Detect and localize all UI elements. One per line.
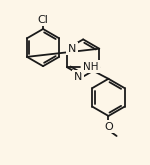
Text: NH: NH	[83, 62, 98, 71]
Text: N: N	[74, 72, 82, 82]
Text: Cl: Cl	[38, 15, 48, 25]
Text: N: N	[68, 44, 76, 54]
Text: O: O	[104, 122, 113, 132]
